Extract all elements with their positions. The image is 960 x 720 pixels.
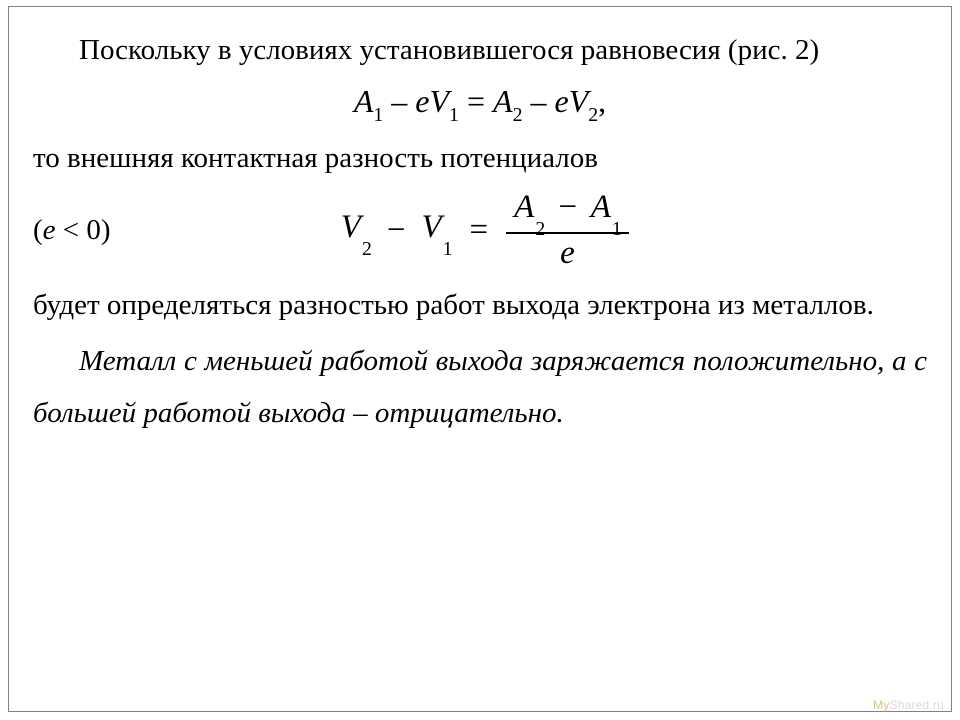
- watermark-my: My: [873, 698, 889, 712]
- condition-and-fraction-row: (e < 0) V2 − V1 = A2 − A1: [33, 188, 927, 272]
- paragraph-then: то внешняя контактная разность потенциал…: [33, 133, 927, 185]
- eq1-A1-var: A: [354, 83, 374, 119]
- eq1-minus1: –: [383, 83, 415, 119]
- eq2-V1: V1: [421, 211, 451, 249]
- eq2-eq: =: [462, 214, 497, 247]
- eq1-eV1-var: eV: [415, 83, 449, 119]
- paragraph-conclusion-italic: Металл с меньшей работой выхода заряжает…: [33, 336, 927, 439]
- watermark-shared: Shared.ru: [890, 698, 945, 712]
- eq2-V2: V2: [341, 211, 371, 249]
- eq2-denominator: e: [552, 234, 583, 273]
- eq1-A2-var: A: [493, 83, 513, 119]
- cond-open: (: [33, 214, 43, 246]
- eq2-numerator: A2 − A1: [506, 188, 629, 231]
- eq1-eV2-sub: 2: [588, 104, 598, 126]
- eq1-eV1-sub: 1: [449, 104, 459, 126]
- eq1-minus2: –: [522, 83, 554, 119]
- page: Поскольку в условиях установившегося рав…: [0, 0, 960, 720]
- content-frame: Поскольку в условиях установившегося рав…: [8, 6, 952, 712]
- paragraph-determined-by: будет определяться разностью работ выход…: [33, 280, 927, 332]
- condition-e-lt-0: (e < 0): [33, 214, 123, 247]
- eq2-fraction: A2 − A1 e: [506, 188, 629, 272]
- equation-potential-difference: V2 − V1 = A2 − A1 e: [123, 188, 927, 272]
- equation-balance: A1 – eV1 = A2 – eV2,: [33, 81, 927, 127]
- watermark: MyShared.ru: [873, 698, 944, 712]
- eq2-minus-left: −: [381, 214, 412, 247]
- eq1-eq: =: [459, 83, 493, 119]
- eq1-eV2-var: eV: [554, 83, 588, 119]
- paragraph-intro: Поскольку в условиях установившегося рав…: [33, 25, 927, 77]
- eq1-A2-sub: 2: [513, 104, 523, 126]
- cond-var: e: [43, 214, 56, 246]
- eq1-tail: ,: [598, 83, 606, 119]
- eq1-A1-sub: 1: [373, 104, 383, 126]
- cond-rel: < 0): [56, 214, 111, 246]
